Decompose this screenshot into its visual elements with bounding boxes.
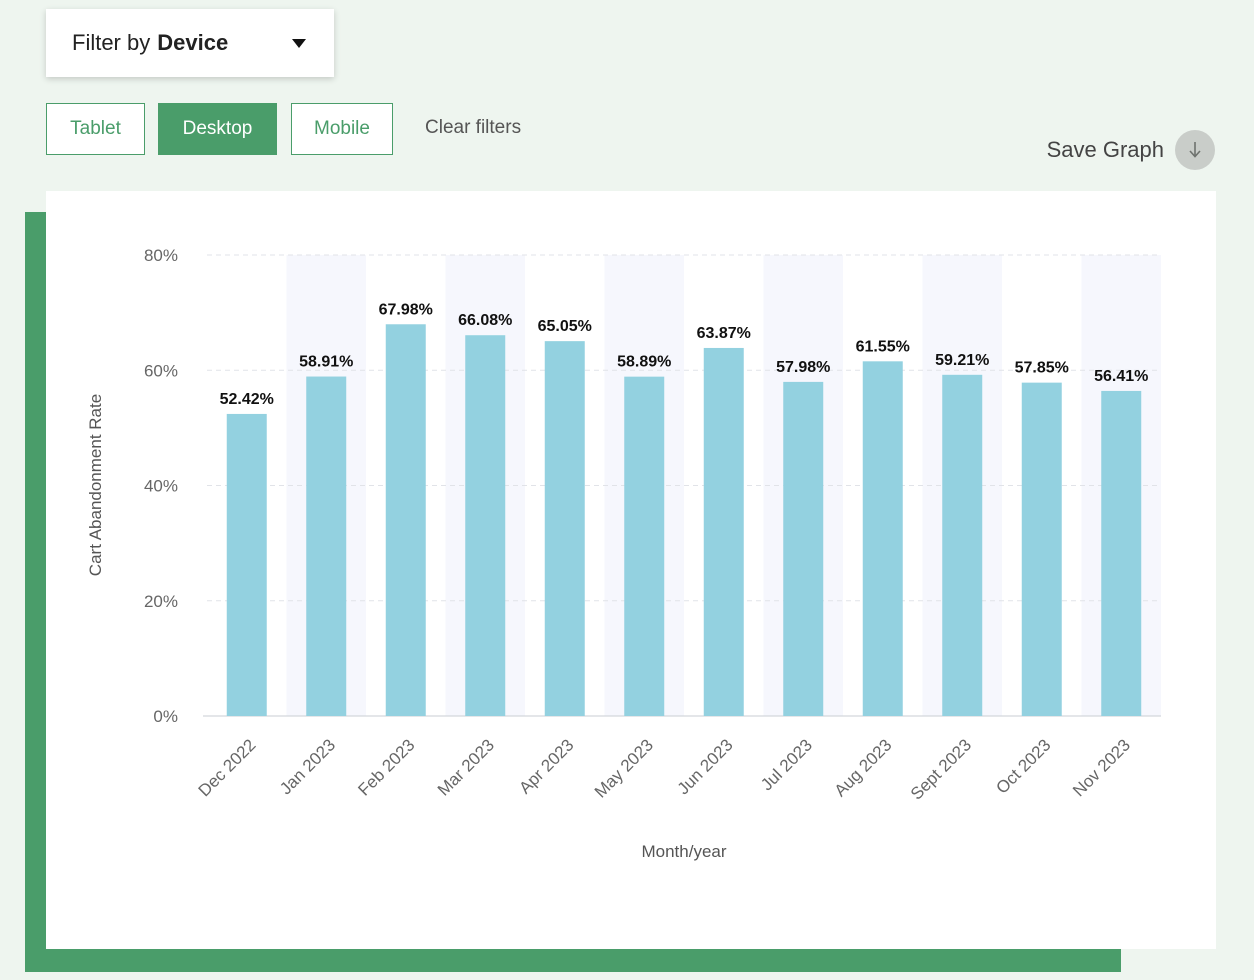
download-arrow-icon [1175,130,1215,170]
y-tick-label: 40% [144,477,178,496]
save-graph-button[interactable]: Save Graph [1047,130,1215,170]
x-tick-label: Oct 2023 [992,735,1054,797]
data-label: 57.98% [776,359,830,376]
y-tick-label: 80% [144,246,178,265]
x-tick-label: Nov 2023 [1069,735,1134,800]
bar [226,413,267,716]
bar [1021,382,1062,716]
bar [1101,390,1142,716]
tablet-filter-button[interactable]: Tablet [46,103,145,155]
filter-prefix-label: Filter by [72,30,151,55]
bar-chart: 0% 20% 40% 60% 80% 52.42% Dec 2022 58.91% Jan 20… [86,246,1161,861]
caret-down-icon [292,39,306,48]
data-label: 58.89% [617,354,671,371]
mobile-filter-button[interactable]: Mobile [291,103,393,155]
y-tick-label: 60% [144,361,178,380]
clear-filters-link[interactable]: Clear filters [425,117,522,138]
data-label: 66.08% [458,312,512,329]
chart-card: 0% 20% 40% 60% 80% 52.42% Dec 2022 58.91% Jan 20… [46,191,1216,949]
bar [942,374,983,716]
device-filter-dropdown[interactable]: Filter by Device [46,9,334,77]
y-tick-label: 20% [144,592,178,611]
x-tick-label: Apr 2023 [515,735,577,797]
bar [385,324,426,716]
x-tick-label: Dec 2022 [195,735,260,800]
bar [465,335,506,716]
filter-value-label: Device [157,30,229,55]
y-tick-label: 0% [153,707,178,726]
x-tick-label: Aug 2023 [831,735,896,800]
data-label: 61.55% [856,338,910,355]
data-label: 65.05% [538,318,592,335]
bar [862,361,903,716]
bar [703,347,744,716]
x-tick-label: Jun 2023 [674,735,737,798]
data-label: 63.87% [697,325,751,342]
bar [783,381,824,716]
y-axis-title: Cart Abandonment Rate [86,394,105,576]
x-axis-title: Month/year [641,842,726,861]
x-tick-label: Feb 2023 [354,735,418,799]
x-tick-label: Jul 2023 [757,735,816,794]
data-label: 57.85% [1015,360,1069,377]
x-tick-label: Mar 2023 [434,735,498,799]
save-graph-label: Save Graph [1046,137,1164,162]
data-label: 59.21% [935,352,989,369]
data-label: 67.98% [379,301,433,318]
x-tick-label: Sept 2023 [907,735,975,803]
data-label: 58.91% [299,354,353,371]
data-label: 56.41% [1094,368,1148,385]
x-tick-label: May 2023 [591,735,657,801]
data-label: 52.42% [220,391,274,408]
desktop-filter-button[interactable]: Desktop [158,103,277,155]
bar [624,376,665,716]
bar [544,341,585,716]
bar [306,376,347,716]
x-tick-label: Jan 2023 [276,735,339,798]
